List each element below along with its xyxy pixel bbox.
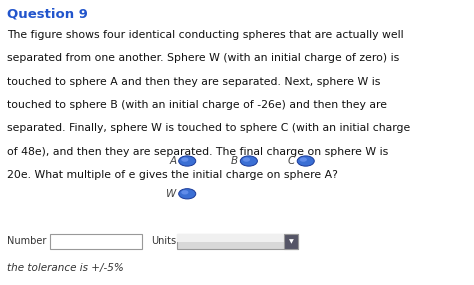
Text: Question 9: Question 9 [7, 7, 88, 20]
Text: A: A [169, 156, 176, 166]
Circle shape [179, 156, 196, 166]
Text: separated. Finally, sphere W is touched to sphere C (with an initial charge: separated. Finally, sphere W is touched … [7, 123, 410, 133]
Text: Units: Units [151, 236, 176, 246]
Text: The figure shows four identical conducting spheres that are actually well: The figure shows four identical conducti… [7, 30, 404, 40]
Circle shape [240, 156, 257, 166]
Text: ▼: ▼ [289, 239, 293, 244]
Circle shape [300, 157, 307, 162]
Text: B: B [231, 156, 238, 166]
Circle shape [297, 156, 314, 166]
Circle shape [181, 157, 189, 162]
FancyBboxPatch shape [177, 234, 297, 242]
Text: of 48e), and then they are separated. The final charge on sphere W is: of 48e), and then they are separated. Th… [7, 147, 388, 157]
Text: 20e. What multiple of e gives the initial charge on sphere A?: 20e. What multiple of e gives the initia… [7, 170, 338, 180]
FancyBboxPatch shape [177, 234, 298, 249]
Circle shape [179, 189, 196, 199]
FancyBboxPatch shape [284, 234, 298, 249]
Text: C: C [288, 156, 295, 166]
Text: touched to sphere A and then they are separated. Next, sphere W is: touched to sphere A and then they are se… [7, 77, 381, 87]
Text: touched to sphere B (with an initial charge of -26e) and then they are: touched to sphere B (with an initial cha… [7, 100, 387, 110]
Text: Number: Number [7, 236, 46, 246]
Text: W: W [166, 189, 176, 199]
Text: the tolerance is +/-5%: the tolerance is +/-5% [7, 263, 124, 273]
Circle shape [181, 190, 189, 195]
Circle shape [243, 157, 250, 162]
FancyBboxPatch shape [50, 234, 142, 249]
Text: separated from one another. Sphere W (with an initial charge of zero) is: separated from one another. Sphere W (wi… [7, 53, 400, 63]
